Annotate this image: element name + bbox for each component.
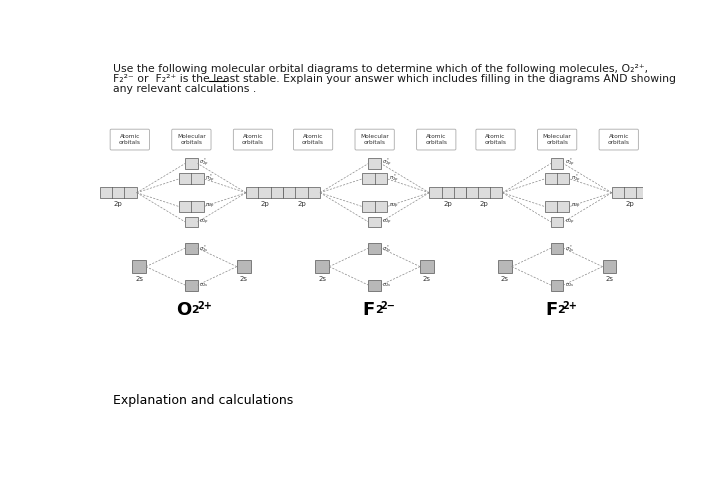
Text: 2p: 2p: [260, 201, 269, 207]
Text: Atomic
orbitals: Atomic orbitals: [119, 134, 141, 145]
FancyBboxPatch shape: [476, 129, 516, 150]
Bar: [369, 280, 381, 290]
Text: Atomic
orbitals: Atomic orbitals: [242, 134, 264, 145]
Text: $\sigma_{2s}$: $\sigma_{2s}$: [199, 281, 208, 289]
Bar: [545, 173, 569, 184]
Text: $\sigma_{2p}$: $\sigma_{2p}$: [199, 217, 209, 227]
Text: 2s: 2s: [240, 276, 248, 282]
Bar: [551, 158, 563, 169]
Text: Atomic
orbitals: Atomic orbitals: [302, 134, 324, 145]
Text: Explanation and calculations: Explanation and calculations: [113, 394, 293, 407]
Text: F₂²⁻ or  F₂²⁺ is the least stable. Explain your answer which includes filling in: F₂²⁻ or F₂²⁺ is the least stable. Explai…: [113, 74, 676, 84]
Text: 2p: 2p: [114, 201, 122, 207]
FancyBboxPatch shape: [294, 129, 333, 150]
Bar: [100, 187, 137, 198]
Text: 2s: 2s: [500, 276, 509, 282]
Bar: [283, 187, 320, 198]
Text: Use the following molecular orbital diagrams to determine which of the following: Use the following molecular orbital diag…: [113, 64, 648, 74]
Text: $\sigma_{2p}$: $\sigma_{2p}$: [382, 217, 392, 227]
Bar: [185, 280, 198, 290]
Text: $\sigma^*_{2p}$: $\sigma^*_{2p}$: [382, 157, 392, 170]
Bar: [420, 260, 434, 273]
Bar: [545, 201, 569, 212]
Text: 2s: 2s: [319, 276, 326, 282]
Text: 2: 2: [374, 305, 382, 315]
Text: $\sigma^*_{2p}$: $\sigma^*_{2p}$: [199, 157, 209, 170]
Bar: [237, 260, 251, 273]
Bar: [369, 216, 381, 227]
Bar: [551, 216, 563, 227]
Text: Atomic
orbitals: Atomic orbitals: [425, 134, 448, 145]
Text: 2: 2: [557, 305, 565, 315]
Bar: [185, 243, 198, 254]
FancyBboxPatch shape: [538, 129, 577, 150]
Text: 2−: 2−: [380, 300, 395, 311]
Bar: [603, 260, 616, 273]
Text: Atomic
orbitals: Atomic orbitals: [485, 134, 506, 145]
Bar: [369, 158, 381, 169]
Bar: [179, 173, 204, 184]
Text: 2s: 2s: [423, 276, 431, 282]
Text: 2p: 2p: [626, 201, 634, 207]
Text: $\pi^*_{2p}$: $\pi^*_{2p}$: [205, 173, 215, 185]
FancyBboxPatch shape: [355, 129, 395, 150]
Bar: [498, 260, 512, 273]
Text: 2p: 2p: [297, 201, 306, 207]
FancyBboxPatch shape: [172, 129, 211, 150]
Text: Molecular
orbitals: Molecular orbitals: [177, 134, 205, 145]
Text: F: F: [545, 301, 557, 319]
Bar: [551, 280, 563, 290]
Text: $\pi_{2p}$: $\pi_{2p}$: [571, 202, 581, 211]
Bar: [369, 243, 381, 254]
Text: $\sigma_{2s}$: $\sigma_{2s}$: [565, 281, 574, 289]
Text: $\pi_{2p}$: $\pi_{2p}$: [389, 202, 398, 211]
Text: $\sigma^*_{2p}$: $\sigma^*_{2p}$: [565, 157, 575, 170]
FancyBboxPatch shape: [599, 129, 639, 150]
Bar: [611, 187, 649, 198]
Text: $\pi^*_{2p}$: $\pi^*_{2p}$: [389, 173, 398, 185]
Text: 2: 2: [191, 305, 199, 315]
Text: $\sigma_{2p}$: $\sigma_{2p}$: [565, 217, 575, 227]
Bar: [185, 158, 198, 169]
Text: O: O: [176, 301, 191, 319]
Text: $\pi_{2p}$: $\pi_{2p}$: [205, 202, 215, 211]
Bar: [551, 243, 563, 254]
Text: 2s: 2s: [606, 276, 614, 282]
Text: 2+: 2+: [197, 300, 212, 311]
FancyBboxPatch shape: [417, 129, 456, 150]
Bar: [246, 187, 283, 198]
Text: $\sigma_{2s}$: $\sigma_{2s}$: [382, 281, 392, 289]
Text: 2+: 2+: [563, 300, 577, 311]
Text: Atomic
orbitals: Atomic orbitals: [608, 134, 630, 145]
Bar: [465, 187, 503, 198]
FancyBboxPatch shape: [110, 129, 150, 150]
Text: Molecular
orbitals: Molecular orbitals: [543, 134, 571, 145]
FancyBboxPatch shape: [233, 129, 273, 150]
Bar: [132, 260, 146, 273]
Text: $\sigma^*_{2s}$: $\sigma^*_{2s}$: [565, 243, 574, 254]
Bar: [185, 216, 198, 227]
Text: $\sigma^*_{2s}$: $\sigma^*_{2s}$: [199, 243, 208, 254]
Bar: [179, 201, 204, 212]
Text: 2s: 2s: [135, 276, 143, 282]
Text: $\sigma^*_{2s}$: $\sigma^*_{2s}$: [382, 243, 392, 254]
Text: Molecular
orbitals: Molecular orbitals: [360, 134, 389, 145]
Bar: [362, 201, 387, 212]
Text: any relevant calculations .: any relevant calculations .: [113, 84, 256, 94]
Text: $\pi^*_{2p}$: $\pi^*_{2p}$: [571, 173, 581, 185]
Bar: [362, 173, 387, 184]
Bar: [315, 260, 329, 273]
Text: F: F: [362, 301, 374, 319]
Text: 2p: 2p: [480, 201, 488, 207]
Text: 2p: 2p: [443, 201, 453, 207]
Bar: [430, 187, 466, 198]
